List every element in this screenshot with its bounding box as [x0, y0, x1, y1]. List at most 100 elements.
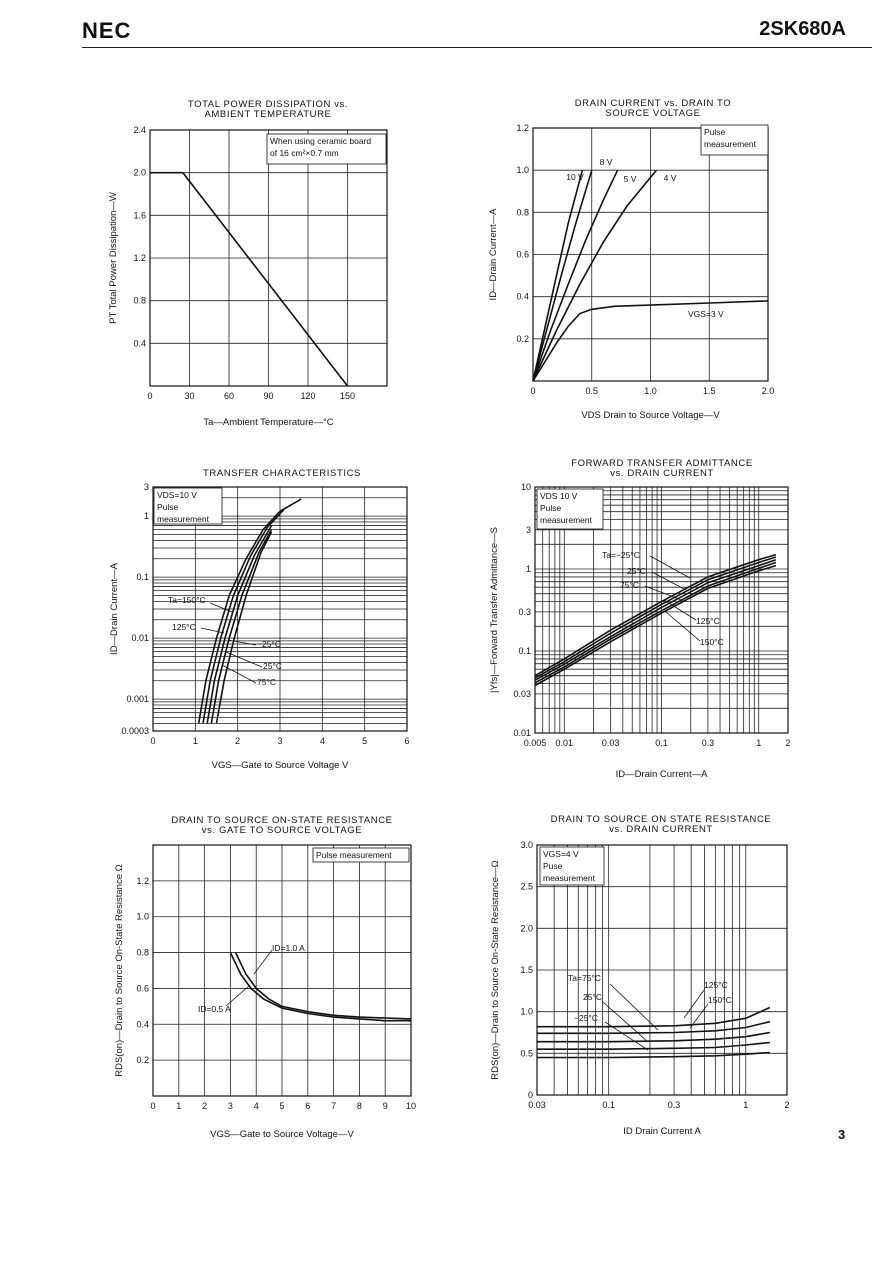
y-axis-label: |Yfs|—Forward Transfer Admittance—S: [489, 527, 500, 693]
series-line-3: [532, 169, 658, 382]
note-box: [266, 133, 387, 165]
note-text: VGS=4 V: [543, 849, 579, 859]
leader-line: [221, 664, 257, 684]
y-tick-label: 2.0: [520, 923, 533, 933]
x-tick-label: 1.5: [703, 386, 716, 396]
curve-label: 150°C: [700, 637, 724, 647]
x-tick-label: 6: [305, 1101, 310, 1111]
curve-label: Ta=150°C: [168, 595, 206, 605]
plot-frame: [149, 129, 388, 387]
curve-label: 75°C: [257, 677, 276, 687]
y-tick-label: 2.5: [520, 882, 533, 892]
x-tick-label: 2: [785, 738, 790, 748]
x-axis-label: VDS Drain to Source Voltage—V: [581, 410, 720, 421]
curve-label: ID=0.5 A: [198, 1004, 231, 1014]
y-tick-label: 0.001: [126, 694, 149, 704]
note-text: When using ceramic board: [270, 136, 371, 146]
leader-line: [602, 1001, 649, 1043]
y-tick-label: 0.6: [136, 983, 149, 993]
leader-line: [649, 555, 691, 579]
note-box: [539, 846, 605, 886]
leader-line: [253, 949, 273, 975]
brand-logo: NEC: [82, 18, 132, 43]
series-line-2: [532, 169, 619, 382]
leader-line: [651, 571, 687, 591]
plot-frame: [152, 844, 412, 1097]
curve-label: 125°C: [704, 980, 728, 990]
chart-title: TOTAL POWER DISSIPATION vs.: [188, 99, 348, 110]
x-tick-label: 0.03: [528, 1100, 546, 1110]
chart-title: vs. DRAIN CURRENT: [609, 824, 713, 835]
series-line-1: [537, 1020, 771, 1035]
grid: [536, 844, 788, 1096]
x-axis-label: VGS—Gate to Source Voltage—V: [210, 1129, 354, 1140]
y-tick-label: 0.8: [133, 296, 146, 306]
leader-line: [225, 651, 263, 668]
curve-label: ID=1.0 A: [272, 943, 305, 953]
x-tick-label: 6: [404, 736, 409, 746]
series-line-3: [534, 561, 777, 684]
y-tick-label: 0.1: [136, 572, 149, 582]
x-tick-label: 2: [202, 1101, 207, 1111]
series-line-1: [202, 508, 285, 724]
y-tick-label: 0.5: [520, 1048, 533, 1058]
y-tick-label: 1.2: [133, 253, 146, 263]
grid: [532, 127, 769, 381]
chart-title: DRAIN TO SOURCE ON-STATE RESISTANCE: [171, 815, 392, 826]
plot-frame: [532, 127, 769, 382]
leader-line: [663, 599, 697, 621]
grid: [149, 129, 387, 386]
series-line-1: [534, 556, 777, 679]
x-tick-label: 0.1: [655, 738, 668, 748]
leader-line: [609, 983, 659, 1031]
series-line-3: [210, 529, 273, 724]
leader-line: [227, 639, 257, 646]
series-line-4: [537, 1051, 770, 1059]
x-tick-label: 1.0: [644, 386, 657, 396]
x-tick-label: 0: [530, 386, 535, 396]
y-tick-label: 1.6: [133, 210, 146, 220]
x-tick-label: 8: [357, 1101, 362, 1111]
curve-label: 125°C: [696, 616, 720, 626]
y-tick-label: 10: [521, 482, 531, 492]
x-tick-label: 0: [150, 1101, 155, 1111]
x-tick-label: 4: [320, 736, 325, 746]
note-text: measurement: [704, 139, 757, 149]
y-axis-label: PT Total Power Dissipation—W: [108, 192, 119, 324]
series-line-4: [215, 531, 273, 724]
leader-line: [604, 1021, 649, 1051]
y-axis-label: RDS(on)—Drain to Source On-State Resista…: [490, 860, 501, 1079]
x-axis-label: Ta—Ambient Temperature—°C: [203, 417, 333, 428]
note-box: [153, 487, 223, 525]
x-axis-label: VGS—Gate to Source Voltage V: [212, 760, 349, 771]
x-tick-label: 9: [383, 1101, 388, 1111]
series-line-0: [150, 171, 349, 387]
x-tick-label: 0.03: [602, 738, 620, 748]
note-text: measurement: [540, 515, 593, 525]
x-tick-label: 30: [184, 391, 194, 401]
x-tick-label: 150: [340, 391, 355, 401]
y-tick-label: 0.3: [518, 607, 531, 617]
y-tick-label: 0.4: [133, 338, 146, 348]
y-tick-label: 0.1: [518, 646, 531, 656]
curve-label: 4 V: [664, 173, 677, 183]
x-tick-label: 0: [147, 391, 152, 401]
curve-label: 10 V: [566, 172, 584, 182]
note-text: Pulse: [157, 502, 179, 512]
plot-frame: [534, 486, 789, 734]
x-tick-label: 0.005: [524, 738, 547, 748]
series-line-2: [537, 1031, 771, 1043]
y-tick-label: 1.2: [136, 876, 149, 886]
x-axis-label: ID—Drain Current—A: [616, 769, 709, 780]
y-tick-label: 0.2: [516, 334, 529, 344]
plot-frame: [536, 844, 788, 1096]
y-tick-label: 3.0: [520, 840, 533, 850]
series-line-0: [532, 169, 584, 382]
x-tick-label: 5: [279, 1101, 284, 1111]
x-tick-label: 10: [406, 1101, 416, 1111]
x-tick-label: 3: [228, 1101, 233, 1111]
curve-label: 5 V: [624, 174, 637, 184]
y-tick-label: 0.01: [513, 728, 531, 738]
